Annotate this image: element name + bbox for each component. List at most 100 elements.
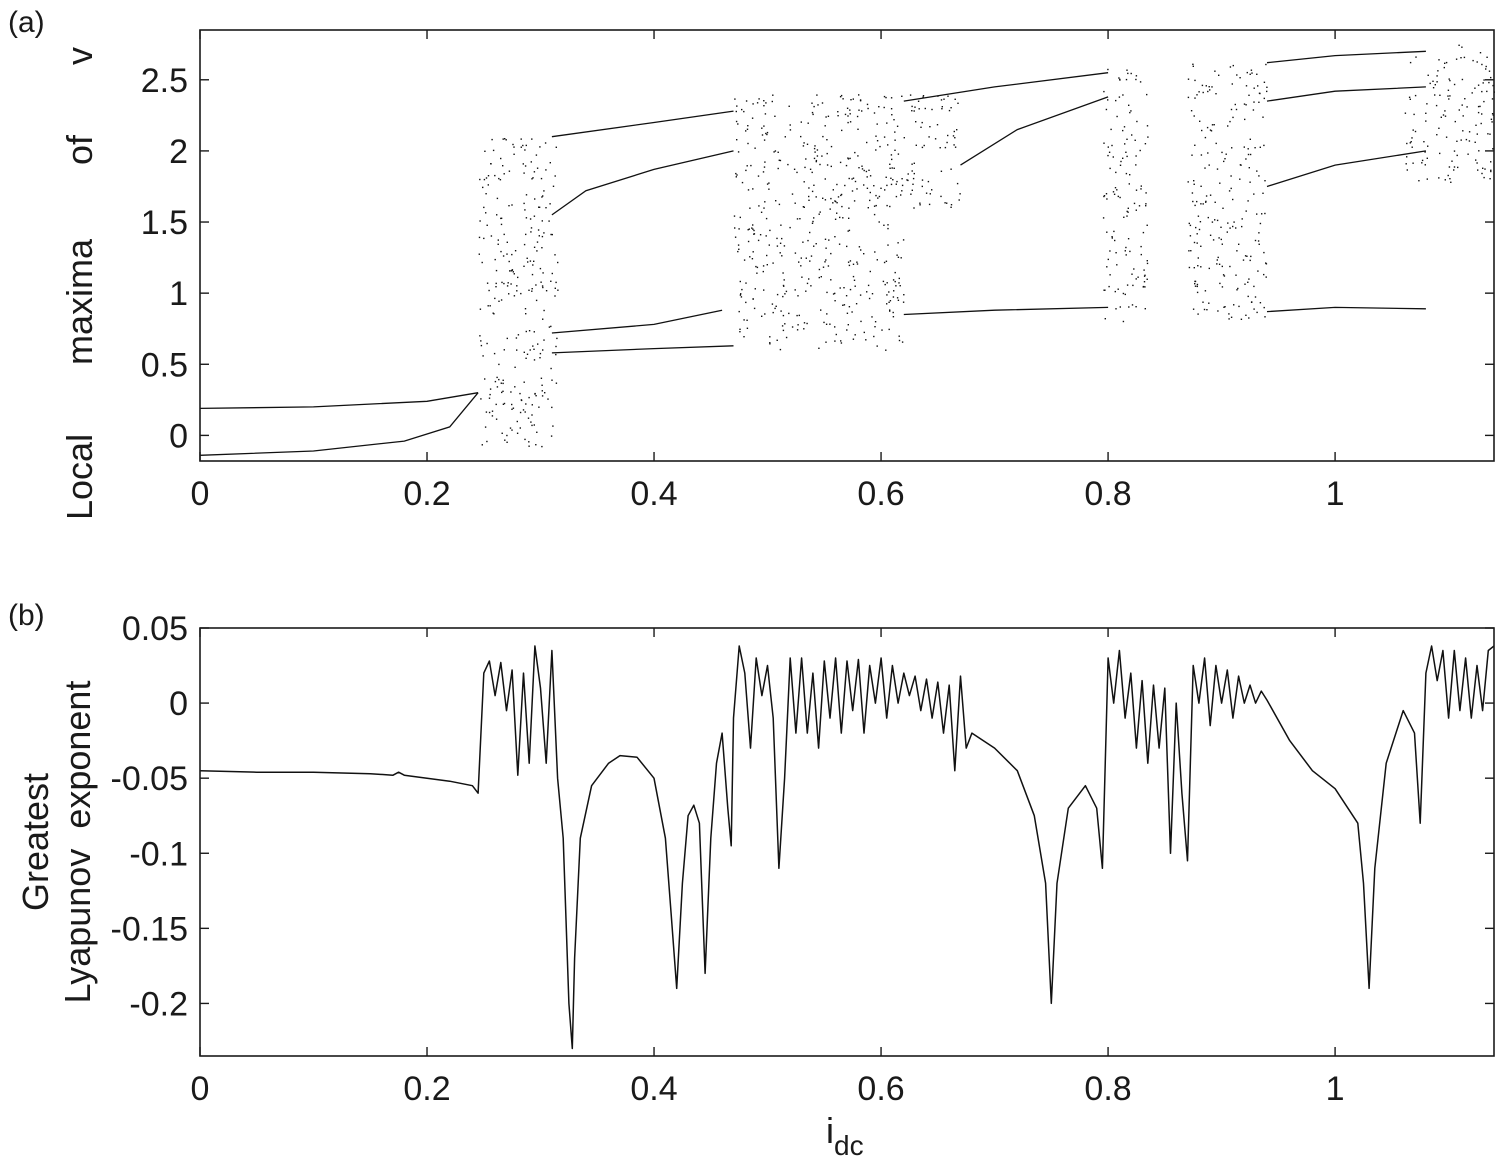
panel-a-point xyxy=(736,105,738,107)
panel-a-point xyxy=(500,223,503,226)
panel-a-point xyxy=(1453,169,1455,171)
panel-a-point xyxy=(914,106,916,108)
panel-a-point xyxy=(824,125,826,127)
panel-a-point xyxy=(796,329,799,331)
panel-a-point xyxy=(536,250,538,252)
panel-a-point xyxy=(1198,228,1201,231)
panel-a-point xyxy=(815,159,818,162)
panel-a-point xyxy=(848,306,851,308)
panel-a-point xyxy=(498,378,500,381)
panel-a-point xyxy=(869,175,872,177)
panel-a-point xyxy=(777,167,779,170)
panel-a-point xyxy=(543,232,545,234)
panel-a-point xyxy=(505,139,507,141)
panel-a-point xyxy=(1490,161,1492,163)
panel-a-point xyxy=(494,174,496,177)
panel-a-point xyxy=(530,231,532,233)
panel-a-point xyxy=(1200,203,1202,205)
panel-a-point xyxy=(554,287,556,289)
panel-a-point xyxy=(1194,283,1196,285)
panel-a-point xyxy=(892,296,895,298)
panel-a-point xyxy=(800,135,802,138)
panel-a-point xyxy=(815,196,817,198)
panel-a-point xyxy=(789,226,791,229)
panel-a-point xyxy=(504,138,506,140)
panel-a-point xyxy=(1126,69,1128,71)
panel-a-point xyxy=(848,217,850,219)
panel-a-point xyxy=(1249,73,1251,75)
panel-a-point xyxy=(856,188,858,190)
panel-a-point xyxy=(913,172,915,175)
panel-a-point xyxy=(749,207,751,209)
panel-a-point xyxy=(1128,183,1130,185)
panel-a-point xyxy=(818,276,820,279)
panel-a-point xyxy=(1476,61,1478,63)
panel-a-point xyxy=(1247,200,1249,202)
panel-a-point xyxy=(489,305,491,307)
panel-a-point xyxy=(1241,225,1243,228)
panel-a-point xyxy=(843,304,846,306)
panel-a-point xyxy=(500,217,503,219)
panel-b: (b) 0 0.2 0.4 0.6 0.8 1 0.05 0 -0.05 -0.1 -0.15 -0… xyxy=(8,599,1495,1161)
panel-a-point xyxy=(887,224,889,226)
panel-a-y-tick-label: 2.5 xyxy=(141,62,188,100)
panel-a-point xyxy=(1412,162,1414,164)
panel-a-point xyxy=(548,326,551,328)
panel-a-point xyxy=(943,98,945,100)
panel-b-x-tick-label: 0 xyxy=(191,1070,210,1108)
panel-a-point xyxy=(538,206,540,208)
panel-a-point xyxy=(859,100,862,102)
panel-a-point xyxy=(1123,126,1126,128)
panel-a-point xyxy=(897,153,900,155)
panel-a-point xyxy=(1192,63,1194,65)
panel-a-point xyxy=(1124,250,1126,252)
panel-a-point xyxy=(761,134,764,136)
panel-a-point xyxy=(824,238,827,240)
panel-a-point xyxy=(825,341,827,343)
panel-a-point xyxy=(734,227,736,229)
panel-a-point xyxy=(1140,253,1142,256)
panel-a-point xyxy=(1111,237,1113,239)
panel-a-point xyxy=(769,342,771,344)
panel-a-point xyxy=(811,171,813,174)
panel-a-point xyxy=(539,267,542,270)
panel-a-point xyxy=(858,246,861,248)
panel-a-point xyxy=(849,288,852,291)
panel-a-point xyxy=(485,193,487,195)
panel-a-point xyxy=(774,115,776,117)
panel-a-point xyxy=(506,285,509,287)
panel-a-point xyxy=(847,324,849,326)
panel-a-point xyxy=(1207,90,1209,93)
panel-a-point xyxy=(1442,114,1445,116)
panel-a-point xyxy=(1263,97,1265,100)
panel-a-point xyxy=(854,180,857,183)
panel-a-point xyxy=(489,388,492,390)
panel-a-point xyxy=(875,149,877,151)
panel-a-point xyxy=(1248,167,1250,169)
panel-a-point xyxy=(1199,221,1202,223)
panel-a-point xyxy=(1103,289,1105,291)
panel-a-point xyxy=(1108,151,1111,153)
panel-a-point xyxy=(1247,153,1250,156)
panel-a-point xyxy=(779,252,781,254)
panel-a-point xyxy=(1439,152,1441,155)
panel-a-point xyxy=(1206,309,1208,311)
panel-a-point xyxy=(779,242,782,244)
panel-a-point xyxy=(1448,78,1450,80)
panel-a-point xyxy=(493,313,495,315)
panel-a-point xyxy=(498,300,500,302)
panel-a-point xyxy=(500,217,502,220)
panel-a-point xyxy=(854,285,856,287)
panel-a-point xyxy=(1196,242,1198,244)
panel-a-point xyxy=(1113,230,1115,233)
panel-a-point xyxy=(1146,93,1148,96)
panel-a-point xyxy=(847,115,849,117)
panel-a-point xyxy=(840,194,842,197)
panel-a-point xyxy=(1106,198,1108,200)
panel-a-point xyxy=(1409,61,1412,64)
panel-a-point xyxy=(890,97,893,99)
panel-a-point xyxy=(1214,201,1216,203)
panel-a-point xyxy=(763,125,765,127)
panel-a-point xyxy=(954,137,956,139)
panel-a-point xyxy=(1474,87,1476,89)
